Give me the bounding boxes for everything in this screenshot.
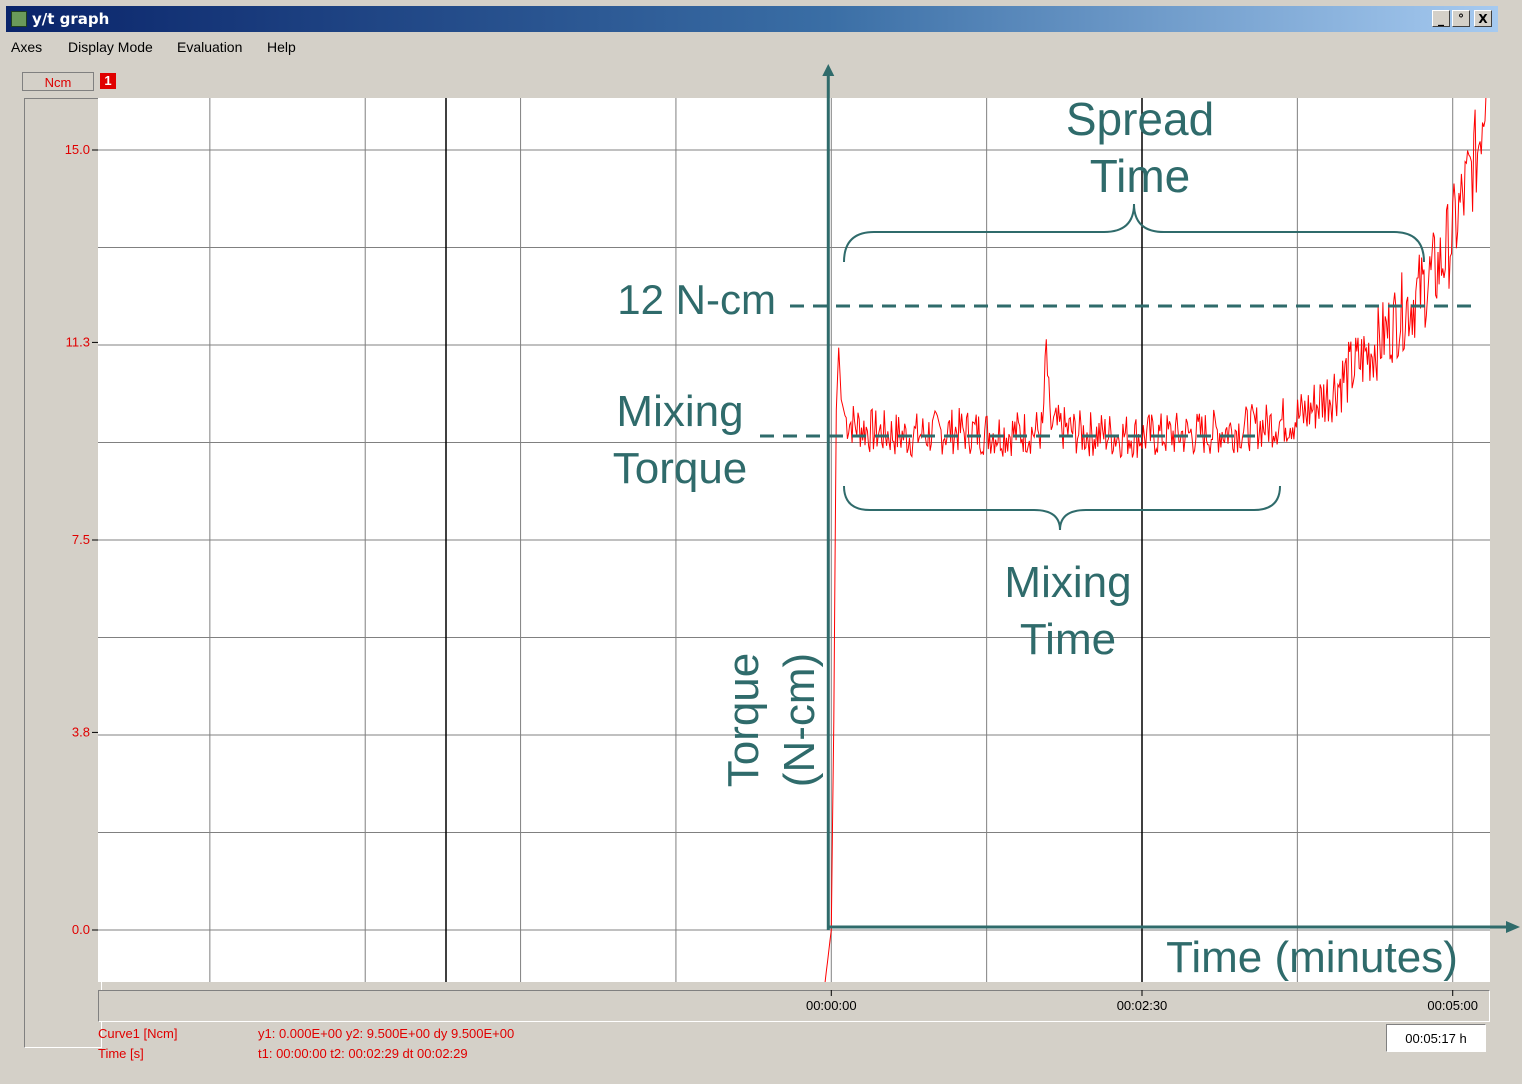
series-curve1-line [824, 98, 1487, 982]
menu-help[interactable]: Help [267, 39, 296, 55]
title-bar: y/t graph _ ° X [6, 6, 1498, 32]
y-axis-panel [24, 98, 102, 1048]
app-icon [11, 11, 27, 27]
menu-bar: Axes Display Mode Evaluation Help [6, 34, 1498, 60]
close-button[interactable]: X [1474, 10, 1492, 27]
total-time-box: 00:05:17 h [1386, 1024, 1486, 1052]
y-tick-label: 3.8 [72, 724, 90, 739]
y-axis-ticks: 15.0 11.3 7.5 3.8 0.0 [65, 142, 98, 937]
curve-badge[interactable]: 1 [100, 73, 116, 89]
restore-button[interactable]: ° [1452, 10, 1470, 27]
x-axis-arrowhead [1506, 921, 1520, 933]
plot-area[interactable] [98, 98, 1490, 982]
menu-display-mode[interactable]: Display Mode [68, 39, 153, 55]
unit-selector[interactable]: Ncm [22, 72, 94, 91]
y-tick-label: 0.0 [72, 922, 90, 937]
y-tick-label: 7.5 [72, 532, 90, 547]
time-unit: Time [s] [98, 1046, 144, 1061]
y-tick-label: 11.3 [66, 334, 90, 349]
menu-evaluation[interactable]: Evaluation [177, 39, 243, 55]
y-tick-label: 15.0 [65, 142, 90, 157]
x-axis-panel [98, 990, 1490, 1022]
t-readout: t1: 00:00:00 t2: 00:02:29 dt 00:02:29 [258, 1046, 468, 1061]
menu-axes[interactable]: Axes [11, 39, 43, 55]
y-readout: y1: 0.000E+00 y2: 9.500E+00 dy 9.500E+00 [258, 1026, 515, 1041]
curve-name: Curve1 [Ncm] [98, 1026, 178, 1041]
minimize-button[interactable]: _ [1432, 10, 1450, 27]
window-title: y/t graph [32, 10, 110, 28]
